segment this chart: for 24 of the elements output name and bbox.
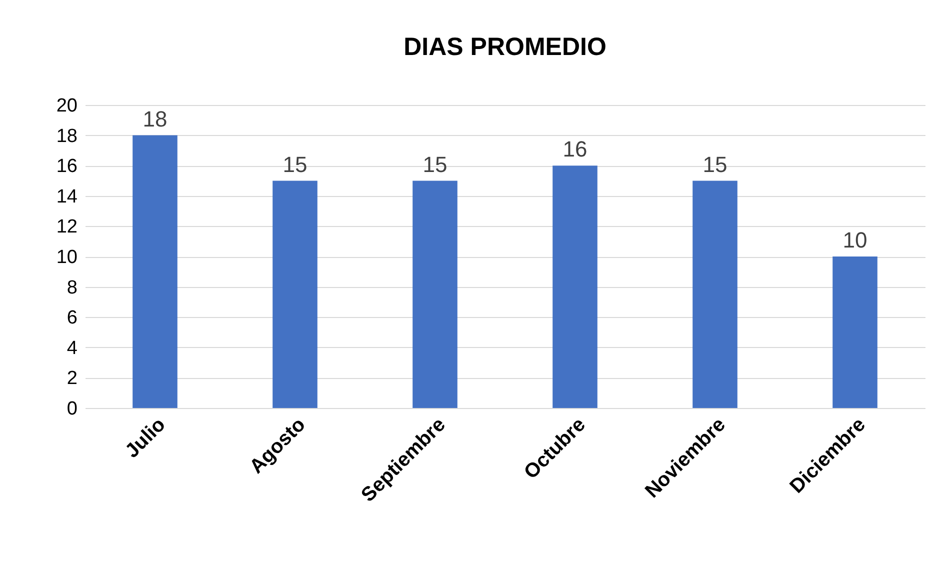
data-label: 16 (562, 136, 588, 162)
data-label: 15 (702, 152, 728, 177)
bar (412, 180, 458, 408)
y-tick-label: 20 (56, 96, 78, 116)
y-tick-label: 2 (66, 368, 78, 390)
y-tick-label: 8 (66, 277, 78, 298)
bar (692, 180, 738, 408)
y-tick-label: 4 (66, 338, 78, 359)
data-label: 15 (422, 152, 448, 177)
data-label: 10 (842, 228, 868, 252)
y-tick-label: 12 (56, 216, 78, 238)
data-label: 15 (282, 152, 308, 177)
bar (272, 180, 318, 408)
y-tick-label: 0 (66, 398, 78, 420)
bar (552, 166, 598, 408)
y-tick-label: 6 (66, 308, 78, 329)
data-label: 18 (142, 106, 168, 132)
bar (132, 135, 178, 408)
y-tick-label: 10 (56, 247, 78, 268)
bar (832, 256, 878, 408)
y-tick-label: 16 (56, 156, 78, 178)
chart-title: DIAS PROMEDIO (404, 33, 606, 61)
y-tick-label: 14 (56, 186, 78, 208)
y-tick-label: 18 (56, 126, 78, 147)
